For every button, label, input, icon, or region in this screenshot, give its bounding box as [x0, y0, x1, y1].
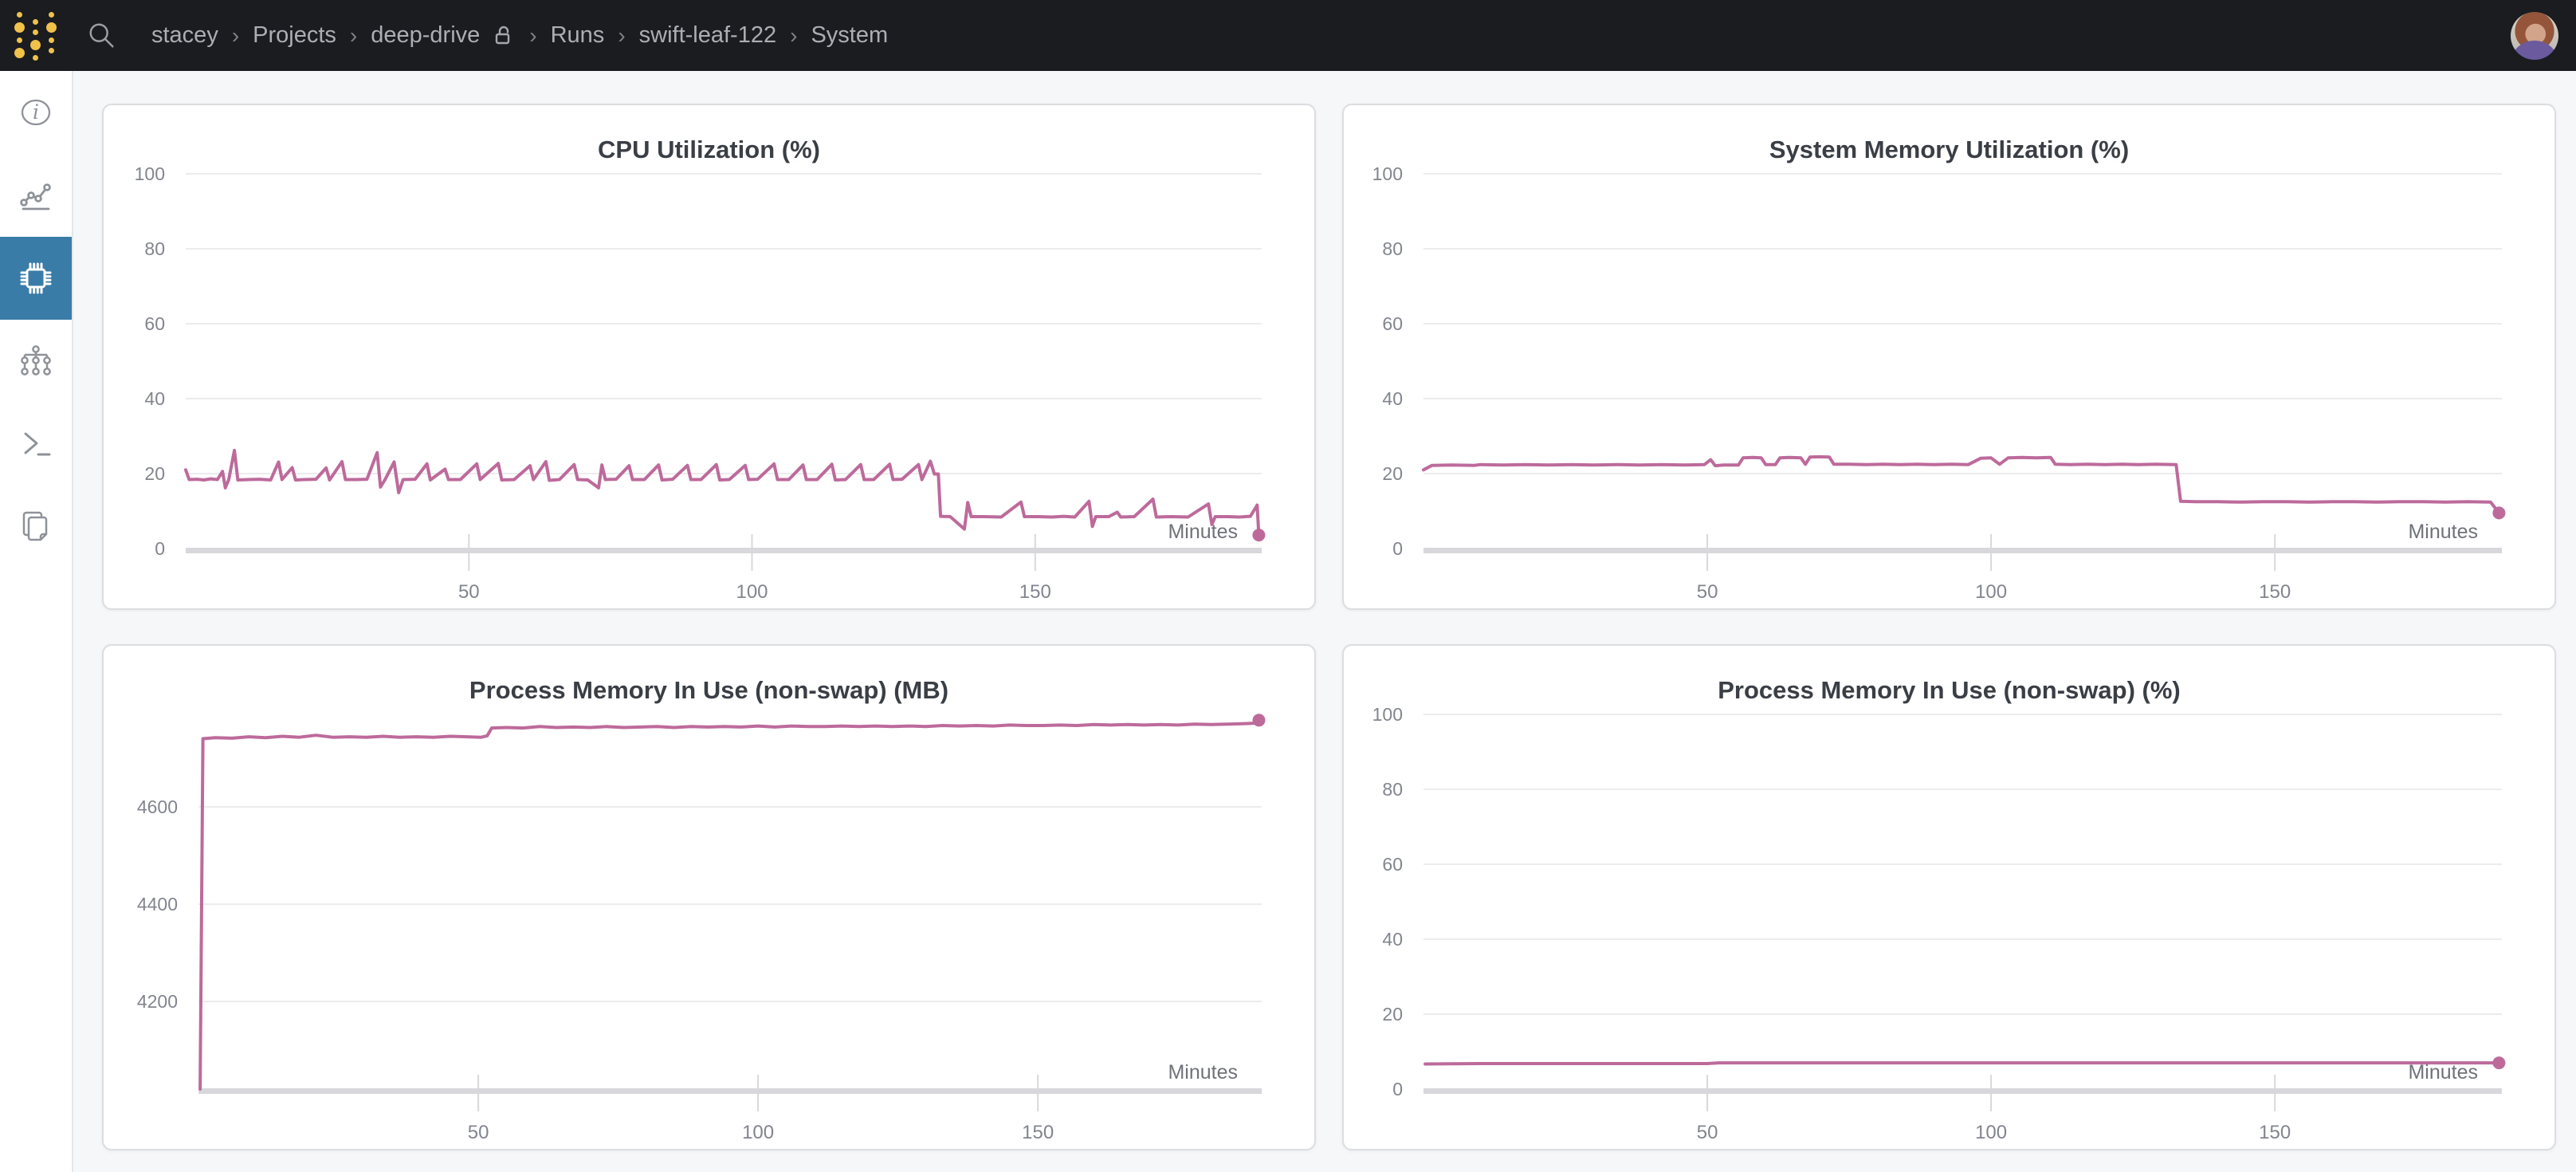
process-memory-pct-chart[interactable]: 0 20 40 60 80 100 50 100 150 Minutes: [1344, 646, 2554, 1149]
sidebar-item-files[interactable]: [0, 486, 72, 568]
sidebar-item-logs[interactable]: [0, 403, 72, 486]
svg-text:150: 150: [2259, 581, 2291, 603]
svg-text:40: 40: [1382, 388, 1403, 409]
svg-text:0: 0: [155, 538, 165, 559]
svg-text:50: 50: [1697, 581, 1718, 603]
svg-text:100: 100: [736, 581, 768, 603]
svg-text:150: 150: [1022, 1122, 1054, 1143]
svg-text:150: 150: [1019, 581, 1051, 603]
svg-text:0: 0: [1392, 1079, 1403, 1099]
breadcrumb-separator: ›: [618, 22, 626, 48]
search-button[interactable]: [84, 18, 120, 53]
breadcrumb-separator: ›: [790, 22, 798, 48]
run-sidebar: i: [0, 71, 73, 1172]
svg-text:50: 50: [458, 581, 480, 603]
svg-text:50: 50: [468, 1122, 489, 1143]
svg-text:20: 20: [1382, 1004, 1403, 1025]
model-graph-icon: [21, 345, 51, 376]
breadcrumb-separator: ›: [349, 22, 358, 48]
process-memory-mb-chart[interactable]: 4200 4400 4600 50 100 150 Minutes: [104, 646, 1314, 1149]
svg-text:50: 50: [1697, 1122, 1718, 1143]
svg-text:40: 40: [144, 388, 165, 409]
svg-text:100: 100: [1372, 704, 1403, 725]
search-icon: [89, 23, 114, 48]
svg-text:Minutes: Minutes: [1168, 521, 1238, 543]
breadcrumb-separator: ›: [529, 22, 537, 48]
breadcrumb: stacey › Projects › deep-drive › Runs › …: [151, 22, 888, 49]
breadcrumb-project[interactable]: deep-drive: [371, 22, 481, 48]
svg-text:60: 60: [1382, 854, 1403, 875]
svg-text:Minutes: Minutes: [2408, 1061, 2478, 1084]
cpu-utilization-chart[interactable]: 0 20 40 60 80 100 50 100 150 Minutes: [104, 105, 1314, 608]
svg-text:80: 80: [1382, 238, 1403, 259]
svg-text:40: 40: [1382, 929, 1403, 950]
sidebar-item-model[interactable]: [0, 320, 72, 403]
avatar[interactable]: [2511, 11, 2558, 60]
process-memory-mb-panel: Process Memory In Use (non-swap) (MB) 42…: [102, 644, 1316, 1150]
sidebar-item-overview[interactable]: i: [0, 71, 72, 154]
svg-text:150: 150: [2259, 1122, 2291, 1143]
svg-text:Minutes: Minutes: [2408, 521, 2478, 543]
svg-text:4200: 4200: [137, 991, 178, 1012]
svg-text:20: 20: [144, 463, 165, 484]
system-memory-panel: System Memory Utilization (%) 0 20 40 60 80 1…: [1342, 104, 2556, 610]
svg-text:4600: 4600: [137, 796, 178, 817]
system-memory-chart[interactable]: 0 20 40 60 80 100 50 100 150 Minutes: [1344, 105, 2554, 608]
breadcrumb-entity[interactable]: stacey: [151, 22, 218, 48]
breadcrumb-separator: ›: [231, 22, 240, 48]
info-icon: i: [21, 99, 51, 126]
breadcrumb-projects[interactable]: Projects: [253, 22, 336, 48]
terminal-icon: [24, 432, 51, 456]
svg-text:80: 80: [144, 238, 165, 259]
cpu-utilization-panel: CPU Utilization (%) 0 20 40 60 80 100 50 100 150…: [102, 104, 1316, 610]
svg-text:0: 0: [1392, 538, 1403, 559]
svg-text:Minutes: Minutes: [1168, 1061, 1238, 1084]
svg-text:i: i: [33, 100, 39, 124]
wandb-logo[interactable]: [14, 11, 57, 61]
svg-text:100: 100: [1975, 581, 2007, 603]
cpu-chip-icon: [20, 262, 52, 294]
sidebar-item-system[interactable]: [0, 237, 72, 320]
svg-text:60: 60: [144, 313, 165, 334]
breadcrumb-run[interactable]: swift-leaf-122: [638, 22, 777, 48]
unlocked-icon: [496, 26, 510, 44]
svg-text:4400: 4400: [137, 894, 178, 914]
svg-text:60: 60: [1382, 313, 1403, 334]
sidebar-item-charts[interactable]: [0, 154, 72, 237]
breadcrumb-runs[interactable]: Runs: [550, 22, 605, 48]
line-chart-icon: [20, 183, 51, 210]
svg-text:20: 20: [1382, 463, 1403, 484]
svg-text:100: 100: [1975, 1122, 2007, 1143]
svg-text:100: 100: [742, 1122, 774, 1143]
svg-text:100: 100: [135, 163, 165, 184]
top-bar: stacey › Projects › deep-drive › Runs › …: [0, 0, 2576, 71]
breadcrumb-page[interactable]: System: [811, 22, 889, 48]
files-icon: [22, 511, 48, 541]
svg-text:80: 80: [1382, 779, 1403, 800]
system-metrics-page: CPU Utilization (%) 0 20 40 60 80 100 50 100 150…: [73, 71, 2576, 1172]
process-memory-pct-panel: Process Memory In Use (non-swap) (%) 0 20…: [1342, 644, 2556, 1150]
svg-text:100: 100: [1372, 163, 1403, 184]
